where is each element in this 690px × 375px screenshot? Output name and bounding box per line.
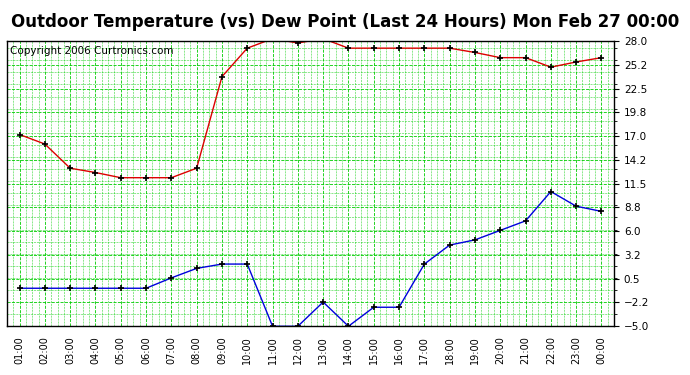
Text: Copyright 2006 Curtronics.com: Copyright 2006 Curtronics.com [10, 45, 173, 56]
Text: Outdoor Temperature (vs) Dew Point (Last 24 Hours) Mon Feb 27 00:00: Outdoor Temperature (vs) Dew Point (Last… [11, 13, 679, 31]
